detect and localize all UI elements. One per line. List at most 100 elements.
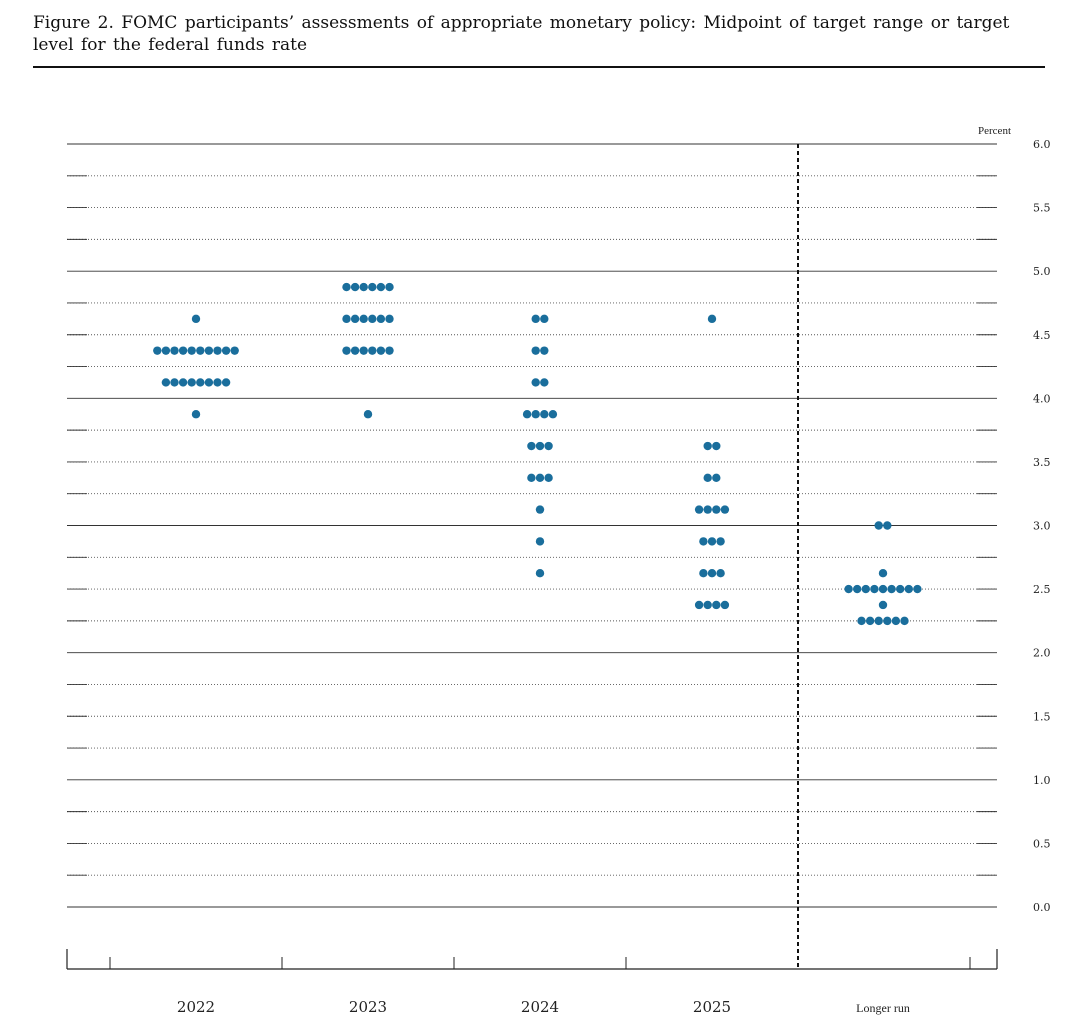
participant-dot	[359, 282, 368, 292]
participant-dot	[896, 584, 905, 594]
y-tick-label: 2.5	[1033, 583, 1051, 596]
y-tick-label: 1.5	[1033, 710, 1051, 723]
participant-dot	[720, 600, 730, 610]
participant-dot	[913, 584, 922, 594]
participant-dot	[213, 378, 222, 387]
gridlines	[67, 143, 997, 908]
participant-dot	[359, 346, 368, 355]
y-tick-label: 3.5	[1033, 456, 1051, 469]
participant-dot	[363, 410, 373, 419]
participant-dot	[540, 410, 549, 419]
participant-dot	[153, 346, 162, 355]
participant-dot	[350, 314, 360, 324]
participant-dot	[883, 521, 892, 530]
participant-dot	[196, 378, 205, 387]
y-tick-label: 2.0	[1033, 647, 1051, 660]
participant-dot	[857, 616, 866, 626]
participant-dot	[368, 314, 377, 324]
participant-dot	[853, 584, 862, 594]
participant-dot	[368, 346, 377, 355]
participant-dot	[699, 537, 708, 546]
x-category-label: 2024	[521, 998, 559, 1016]
participant-dot	[716, 537, 725, 546]
participant-dot	[191, 410, 201, 419]
participant-dot	[376, 282, 386, 292]
participant-dot	[883, 616, 892, 626]
participant-dot	[707, 568, 717, 578]
participant-dot	[904, 584, 913, 594]
participant-dot	[385, 346, 394, 355]
participant-dot	[531, 346, 540, 355]
y-tick-label: 0.5	[1033, 837, 1051, 850]
participant-dot	[221, 346, 231, 355]
participant-dot	[540, 378, 549, 387]
participant-dot	[191, 314, 201, 324]
participant-dot	[196, 346, 205, 355]
x-category-label: 2023	[349, 998, 387, 1016]
participant-dot	[178, 346, 188, 355]
participant-dot	[385, 282, 394, 292]
participant-dot	[170, 346, 179, 355]
participant-dot	[870, 584, 879, 594]
participant-dot	[527, 473, 536, 483]
participant-dot	[844, 584, 853, 594]
participant-dot	[359, 314, 368, 324]
participant-dot	[878, 584, 888, 594]
y-tick-label: 1.0	[1033, 774, 1051, 787]
participant-dot	[712, 473, 721, 483]
participant-dot	[535, 568, 545, 578]
participant-dot	[178, 378, 188, 387]
participant-dot	[716, 568, 725, 578]
participant-dot	[385, 314, 394, 324]
participant-dot	[540, 314, 549, 324]
participant-dot	[887, 584, 896, 594]
participant-dot	[350, 346, 360, 355]
y-tick-label: 6.0	[1033, 138, 1051, 151]
participant-dot	[342, 314, 351, 324]
participant-dot	[548, 410, 558, 419]
participant-dot	[712, 600, 721, 610]
participant-dot	[522, 410, 532, 419]
x-category-label: 2022	[177, 998, 215, 1016]
participant-dot	[204, 378, 214, 387]
participant-dot	[368, 282, 377, 292]
participant-dot	[707, 314, 717, 324]
participant-dot	[540, 346, 549, 355]
participant-dot	[350, 282, 360, 292]
participant-dot	[527, 441, 536, 451]
participant-dot	[531, 378, 540, 387]
participant-dot	[187, 378, 196, 387]
participant-dot	[535, 473, 545, 483]
participant-dot	[861, 584, 870, 594]
participant-dot	[531, 410, 540, 419]
participant-dot	[703, 505, 712, 514]
y-axis-ticks: 0.0 0.5 1.0 1.5 2.0 2.5 3.0 3.5 4.0 4.5 5.0 5.5 6.0	[1033, 138, 1051, 914]
participant-dot	[891, 616, 901, 626]
participant-dot	[874, 616, 883, 626]
y-tick-label: 0.0	[1033, 901, 1051, 914]
y-tick-label: 3.0	[1033, 520, 1051, 533]
participant-dot	[865, 616, 875, 626]
participant-dot	[703, 600, 712, 610]
participant-dot	[712, 441, 721, 451]
participant-dot	[187, 346, 196, 355]
participant-dot	[720, 505, 730, 514]
participant-dot	[170, 378, 179, 387]
participant-dot	[878, 600, 888, 610]
participant-dot	[535, 505, 545, 514]
participant-dot	[694, 600, 704, 610]
participant-dot	[878, 568, 888, 578]
participant-dot	[535, 537, 545, 546]
x-category-label: 2025	[693, 998, 731, 1016]
participant-dot	[900, 616, 909, 626]
participant-dot	[161, 378, 171, 387]
participant-dot	[221, 378, 231, 387]
y-unit-label: Percent	[978, 125, 1011, 137]
y-tick-label: 4.0	[1033, 392, 1051, 405]
participant-dot	[230, 346, 239, 355]
participant-dot	[699, 568, 708, 578]
participant-dot	[694, 505, 704, 514]
participant-dot	[161, 346, 171, 355]
participant-dot	[544, 473, 553, 483]
